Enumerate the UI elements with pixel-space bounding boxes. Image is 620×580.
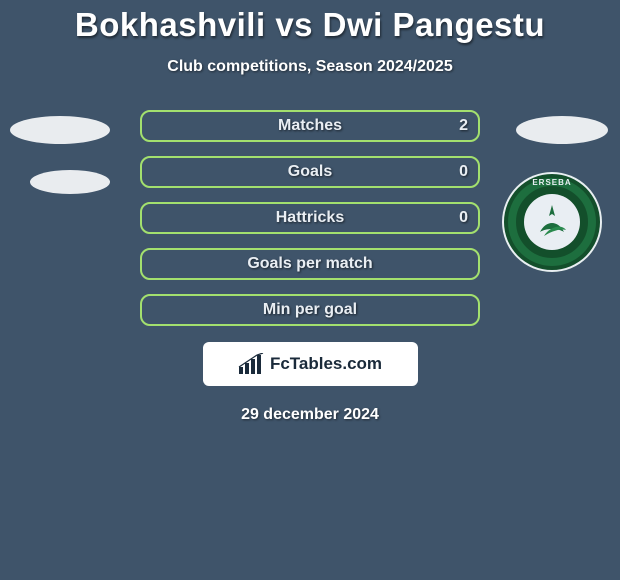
stat-bar: 0Goals <box>140 156 480 188</box>
bar-value-right: 0 <box>459 204 468 232</box>
bar-label: Goals <box>142 158 478 186</box>
bar-label: Goals per match <box>142 250 478 278</box>
snapshot-date: 29 december 2024 <box>0 406 620 424</box>
site-logo-text: FcTables.com <box>270 354 382 374</box>
stat-bar: 2Matches <box>140 110 480 142</box>
bar-value-right: 2 <box>459 112 468 140</box>
bar-label: Matches <box>142 112 478 140</box>
bar-value-right: 0 <box>459 158 468 186</box>
stat-bar: Min per goal <box>140 294 480 326</box>
site-logo: FcTables.com <box>203 342 418 386</box>
stat-bar: Goals per match <box>140 248 480 280</box>
page-title: Bokhashvili vs Dwi Pangestu <box>0 0 620 44</box>
bar-label: Min per goal <box>142 296 478 324</box>
bar-label: Hattricks <box>142 204 478 232</box>
bar-chart-icon <box>238 353 264 375</box>
subtitle: Club competitions, Season 2024/2025 <box>0 58 620 76</box>
stat-bar: 0Hattricks <box>140 202 480 234</box>
comparison-bars: 2Matches0Goals0HattricksGoals per matchM… <box>0 110 620 424</box>
